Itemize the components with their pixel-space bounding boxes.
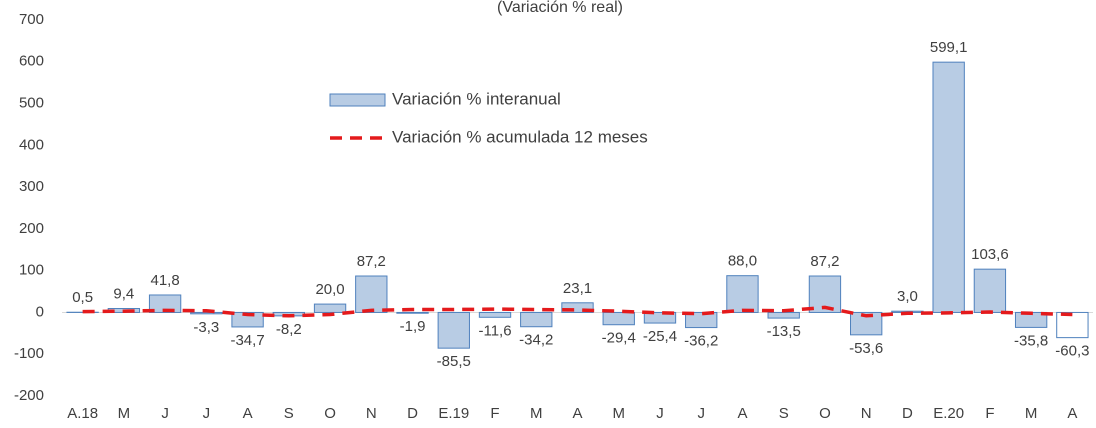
bar — [313, 303, 347, 313]
bar — [396, 311, 429, 314]
data-label: 87,2 — [357, 253, 386, 270]
legend-label: Variación % interanual — [392, 89, 561, 108]
y-tick-label: 300 — [19, 178, 44, 195]
data-label: -3,3 — [193, 319, 219, 336]
bar — [437, 311, 470, 349]
data-label: -60,3 — [1055, 343, 1089, 360]
data-label: -25,4 — [643, 328, 677, 345]
data-label: -1,9 — [400, 318, 426, 335]
x-tick-label: D — [407, 405, 418, 422]
x-tick-label: J — [656, 405, 664, 422]
x-tick-label: O — [819, 405, 831, 422]
y-tick-label: -100 — [14, 345, 44, 362]
x-tick-label: E.20 — [933, 405, 964, 422]
x-tick-label: S — [284, 405, 294, 422]
bar — [1056, 311, 1089, 339]
data-label: 23,1 — [563, 280, 592, 297]
data-label: -36,2 — [684, 333, 718, 350]
y-tick-label: 400 — [19, 136, 44, 153]
bar — [685, 311, 718, 329]
bar — [602, 311, 635, 326]
legend-label: Variación % acumulada 12 meses — [392, 127, 648, 146]
line — [82, 305, 1073, 318]
x-tick-label: J — [697, 405, 705, 422]
data-label: -85,5 — [437, 353, 471, 370]
x-tick-label: F — [985, 405, 994, 422]
data-label: -8,2 — [276, 321, 302, 338]
bar — [148, 294, 182, 313]
bar — [520, 311, 553, 328]
data-label: 87,2 — [810, 253, 839, 270]
x-tick-label: A — [572, 405, 582, 422]
bar — [726, 275, 759, 313]
y-tick-label: -200 — [14, 387, 44, 404]
x-tick-label: O — [324, 405, 336, 422]
bar — [767, 311, 800, 319]
y-tick-label: 100 — [19, 262, 44, 279]
bar — [973, 268, 1007, 313]
bar — [478, 311, 512, 318]
bar — [355, 275, 388, 313]
data-label: -34,7 — [230, 332, 264, 349]
x-tick-label: N — [861, 405, 872, 422]
x-tick-label: M — [612, 405, 625, 422]
bar — [643, 311, 677, 324]
data-label: 9,4 — [113, 285, 134, 302]
data-label: -11,6 — [478, 322, 511, 339]
data-label: 20,0 — [315, 281, 344, 298]
x-tick-label: F — [490, 405, 499, 422]
bar — [850, 311, 883, 336]
data-label: 0,5 — [72, 289, 93, 306]
x-tick-label: J — [203, 405, 211, 422]
data-label: 3,0 — [897, 288, 918, 305]
bar — [231, 311, 264, 328]
data-label: 88,0 — [728, 253, 757, 270]
x-tick-label: A — [1067, 405, 1077, 422]
bar — [561, 302, 594, 313]
x-tick-label: S — [779, 405, 789, 422]
bar — [932, 61, 965, 313]
x-tick-label: A.18 — [67, 405, 98, 422]
data-label: -34,2 — [519, 332, 553, 349]
data-label: -35,8 — [1014, 332, 1048, 349]
y-tick-label: 700 — [19, 11, 44, 28]
x-tick-label: D — [902, 405, 913, 422]
x-tick-label: J — [161, 405, 169, 422]
data-label: -13,5 — [767, 323, 801, 340]
legend-swatch — [329, 93, 386, 107]
y-tick-label: 500 — [19, 95, 44, 112]
x-tick-label: N — [366, 405, 377, 422]
x-tick-label: A — [243, 405, 253, 422]
data-label: -53,6 — [849, 340, 883, 357]
y-tick-label: 200 — [19, 220, 44, 237]
y-tick-label: 600 — [19, 53, 44, 70]
x-tick-label: M — [530, 405, 543, 422]
x-tick-label: A — [737, 405, 747, 422]
data-label: 103,6 — [971, 246, 1009, 263]
data-label: 599,1 — [930, 39, 968, 56]
chart-subtitle: (Variación % real) — [497, 0, 623, 16]
data-label: 41,8 — [150, 272, 179, 289]
bar — [190, 311, 223, 315]
x-tick-label: M — [118, 405, 131, 422]
x-tick-label: E.19 — [438, 405, 469, 422]
data-label: -29,4 — [602, 330, 636, 347]
y-tick-label: 0 — [36, 303, 44, 320]
x-tick-label: M — [1025, 405, 1038, 422]
